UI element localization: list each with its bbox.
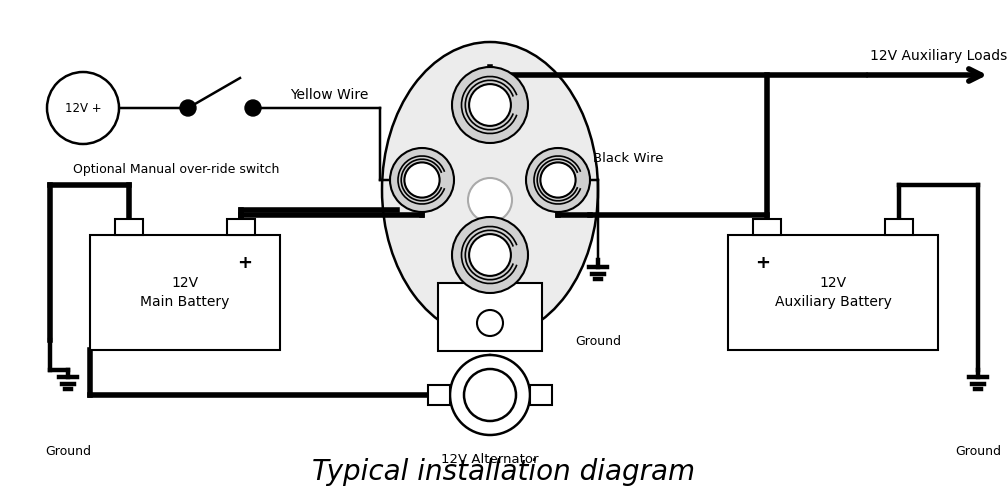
- Text: 12V
Auxiliary Battery: 12V Auxiliary Battery: [774, 276, 891, 309]
- Text: 12V Auxiliary Loads: 12V Auxiliary Loads: [870, 49, 1007, 63]
- FancyBboxPatch shape: [530, 385, 552, 405]
- Text: Black Wire: Black Wire: [593, 152, 663, 165]
- FancyBboxPatch shape: [753, 219, 781, 235]
- Circle shape: [469, 84, 511, 126]
- Text: +: +: [756, 254, 770, 272]
- Circle shape: [404, 162, 439, 198]
- Circle shape: [452, 217, 528, 293]
- FancyBboxPatch shape: [885, 219, 913, 235]
- FancyBboxPatch shape: [115, 219, 143, 235]
- Circle shape: [526, 148, 590, 212]
- Circle shape: [450, 355, 530, 435]
- Text: Ground: Ground: [955, 445, 1001, 458]
- Text: 12V +: 12V +: [65, 102, 102, 115]
- Circle shape: [477, 310, 503, 336]
- Text: Yellow Wire: Yellow Wire: [290, 88, 368, 102]
- Circle shape: [390, 148, 454, 212]
- Circle shape: [452, 67, 528, 143]
- FancyBboxPatch shape: [428, 385, 450, 405]
- Circle shape: [245, 100, 261, 116]
- Text: Typical installation diagram: Typical installation diagram: [312, 458, 696, 486]
- Circle shape: [469, 234, 511, 276]
- FancyBboxPatch shape: [90, 235, 280, 350]
- Circle shape: [464, 369, 516, 421]
- FancyBboxPatch shape: [438, 283, 542, 351]
- FancyBboxPatch shape: [728, 235, 938, 350]
- Circle shape: [540, 162, 576, 198]
- Text: +: +: [238, 254, 252, 272]
- Text: Optional Manual over-ride switch: Optional Manual over-ride switch: [73, 163, 279, 176]
- Ellipse shape: [382, 42, 598, 338]
- Text: Ground: Ground: [45, 445, 91, 458]
- Circle shape: [47, 72, 119, 144]
- Text: 12V Alternator: 12V Alternator: [442, 453, 538, 466]
- Text: 12V
Main Battery: 12V Main Battery: [140, 276, 230, 309]
- Text: Ground: Ground: [575, 335, 621, 348]
- Circle shape: [468, 178, 512, 222]
- FancyBboxPatch shape: [227, 219, 255, 235]
- Circle shape: [180, 100, 196, 116]
